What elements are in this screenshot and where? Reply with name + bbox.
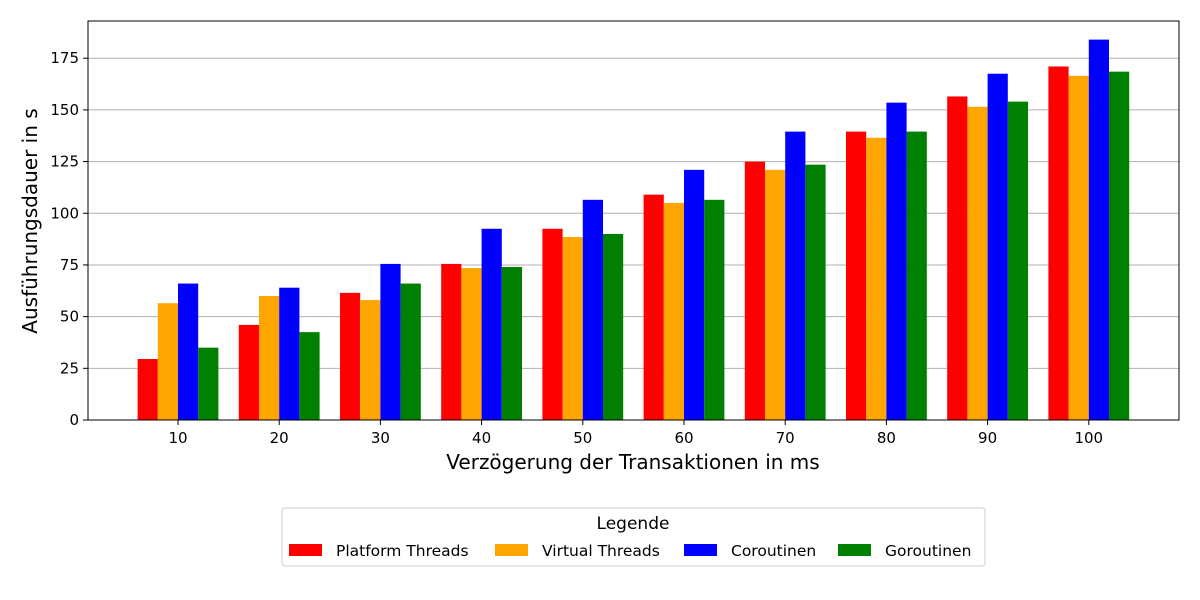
x-tick-label: 50 bbox=[573, 429, 592, 447]
x-tick-label: 40 bbox=[472, 429, 491, 447]
legend-item-platform-threads: Platform Threads bbox=[289, 542, 469, 560]
legend-swatch bbox=[289, 544, 322, 556]
legend-swatch bbox=[838, 544, 871, 556]
y-axis-title: Ausführungsdauer in s bbox=[18, 108, 42, 333]
legend-title: Legende bbox=[597, 514, 670, 534]
bar-virtual-threads-10 bbox=[157, 303, 178, 420]
x-tick-label: 10 bbox=[168, 429, 187, 447]
bar-virtual-threads-30 bbox=[360, 300, 381, 420]
bar-goroutinen-10 bbox=[198, 347, 219, 420]
legend-swatch bbox=[684, 544, 717, 556]
bar-goroutinen-100 bbox=[1109, 71, 1130, 420]
bar-platform-threads-70 bbox=[744, 161, 765, 420]
x-tick-label: 30 bbox=[371, 429, 390, 447]
bar-goroutinen-70 bbox=[805, 164, 826, 420]
legend-items: Platform Threads Virtual Threads Coroutine… bbox=[289, 542, 971, 560]
legend-frame bbox=[281, 507, 986, 567]
bar-platform-threads-20 bbox=[238, 324, 259, 420]
bar-virtual-threads-20 bbox=[259, 295, 280, 420]
bar-platform-threads-90 bbox=[947, 96, 968, 420]
bar-goroutinen-30 bbox=[400, 283, 421, 420]
bar-coroutinen-20 bbox=[279, 287, 300, 420]
bar-virtual-threads-80 bbox=[866, 137, 887, 420]
bar-coroutinen-90 bbox=[987, 73, 1008, 420]
bar-coroutinen-60 bbox=[684, 169, 705, 420]
bar-platform-threads-40 bbox=[441, 263, 462, 420]
y-tick-label: 150 bbox=[50, 101, 79, 119]
y-tick-label: 125 bbox=[50, 153, 79, 171]
bar-coroutinen-10 bbox=[178, 283, 199, 420]
legend-label: Coroutinen bbox=[731, 542, 816, 560]
y-tick-label: 75 bbox=[60, 256, 79, 274]
x-axis-title: Verzögerung der Transaktionen in ms bbox=[446, 450, 819, 474]
bar-platform-threads-80 bbox=[846, 131, 867, 420]
x-tick-label: 80 bbox=[877, 429, 896, 447]
bars bbox=[137, 39, 1130, 421]
legend-swatch bbox=[495, 544, 528, 556]
y-tick-label: 50 bbox=[60, 308, 79, 326]
plot-frame bbox=[87, 20, 1180, 421]
y-tick-label: 0 bbox=[69, 411, 79, 429]
bar-platform-threads-100 bbox=[1048, 66, 1069, 420]
bar-platform-threads-10 bbox=[137, 359, 158, 420]
axis-ticks: 0 25 50 75 100 125 150 175 10 20 30 40 50 60 70 80 90 100 bbox=[50, 49, 1103, 447]
x-tick-label: 20 bbox=[270, 429, 289, 447]
x-tick-label: 100 bbox=[1074, 429, 1103, 447]
bar-coroutinen-30 bbox=[380, 263, 401, 420]
bar-virtual-threads-40 bbox=[461, 268, 482, 420]
bar-goroutinen-20 bbox=[299, 332, 320, 420]
bar-virtual-threads-100 bbox=[1068, 75, 1089, 420]
y-tick-label: 175 bbox=[50, 49, 79, 67]
bar-platform-threads-60 bbox=[643, 194, 664, 420]
legend: Legende Platform Threads Virtual Threads C… bbox=[281, 507, 986, 567]
bar-goroutinen-80 bbox=[906, 131, 927, 420]
legend-item-virtual-threads: Virtual Threads bbox=[495, 542, 660, 560]
bar-goroutinen-90 bbox=[1007, 101, 1028, 420]
bar-goroutinen-60 bbox=[704, 199, 725, 420]
bar-goroutinen-40 bbox=[501, 267, 522, 420]
bar-coroutinen-70 bbox=[785, 131, 806, 420]
legend-label: Platform Threads bbox=[336, 542, 469, 560]
legend-item-goroutinen: Goroutinen bbox=[838, 542, 971, 560]
bar-coroutinen-50 bbox=[582, 199, 603, 420]
bar-coroutinen-80 bbox=[886, 102, 907, 421]
legend-label: Goroutinen bbox=[885, 542, 971, 560]
y-tick-label: 100 bbox=[50, 204, 79, 222]
bar-goroutinen-50 bbox=[603, 233, 624, 420]
bar-platform-threads-30 bbox=[340, 292, 361, 420]
x-tick-label: 60 bbox=[674, 429, 693, 447]
bar-virtual-threads-90 bbox=[967, 106, 988, 420]
bar-virtual-threads-70 bbox=[765, 169, 786, 420]
x-tick-label: 90 bbox=[978, 429, 997, 447]
bar-coroutinen-100 bbox=[1088, 39, 1109, 421]
x-tick-label: 70 bbox=[776, 429, 795, 447]
legend-item-coroutinen: Coroutinen bbox=[684, 542, 816, 560]
bar-virtual-threads-50 bbox=[562, 237, 583, 420]
legend-label: Virtual Threads bbox=[542, 542, 660, 560]
bar-platform-threads-50 bbox=[542, 228, 563, 420]
bar-virtual-threads-60 bbox=[663, 202, 684, 420]
bar-coroutinen-40 bbox=[481, 228, 502, 420]
y-tick-label: 25 bbox=[60, 359, 79, 377]
